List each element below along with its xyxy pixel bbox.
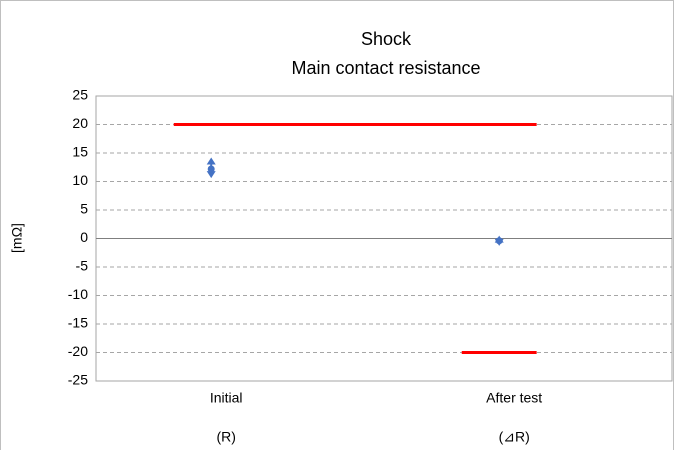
marker: [207, 165, 215, 173]
marker: [494, 238, 504, 246]
y-tick-label: 15: [72, 144, 88, 160]
marker: [206, 157, 216, 165]
x-tick-label: Initial: [210, 390, 243, 406]
chart-title: Shock: [361, 29, 412, 49]
y-tick-label: 5: [80, 201, 88, 217]
y-tick-label: -25: [68, 372, 88, 388]
x-tick-label: After test: [486, 390, 542, 406]
y-tick-label: -10: [68, 286, 88, 302]
marker: [206, 171, 216, 179]
x-tick-note: (⊿R): [499, 429, 530, 445]
y-tick-label: -20: [68, 343, 88, 359]
y-tick-label: -15: [68, 315, 88, 331]
y-tick-label: 20: [72, 115, 88, 131]
y-tick-label: 10: [72, 172, 88, 188]
chart-border: [0, 0, 674, 455]
x-tick-note: (R): [216, 429, 235, 445]
y-tick-label: 0: [80, 229, 88, 245]
chart-subtitle: Main contact resistance: [291, 58, 480, 78]
y-axis-label: [mΩ]: [9, 223, 25, 253]
y-tick-label: -5: [76, 258, 89, 274]
y-tick-label: 25: [72, 87, 88, 103]
